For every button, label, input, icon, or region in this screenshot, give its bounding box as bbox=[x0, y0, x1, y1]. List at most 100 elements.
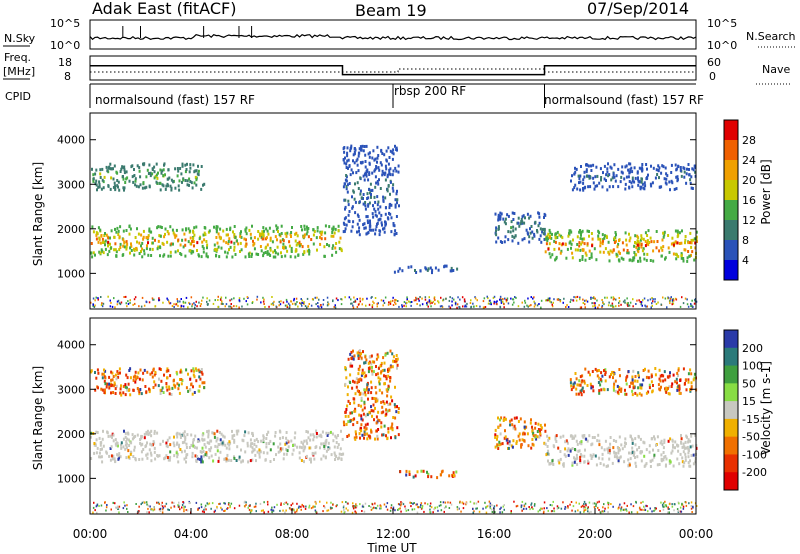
range-cell bbox=[179, 378, 181, 381]
range-cell bbox=[177, 184, 180, 188]
range-cell bbox=[367, 370, 370, 374]
noise-cell bbox=[235, 305, 238, 308]
noise-cell bbox=[451, 300, 453, 303]
noise-cell bbox=[429, 302, 432, 305]
range-cell bbox=[274, 251, 277, 255]
range-cell bbox=[383, 153, 386, 157]
noise-cell bbox=[301, 301, 303, 304]
noise-cell bbox=[651, 297, 653, 299]
range-cell bbox=[254, 453, 257, 457]
range-cell bbox=[179, 448, 182, 451]
range-cell bbox=[606, 170, 609, 174]
range-cell bbox=[506, 441, 509, 445]
range-cell bbox=[262, 438, 265, 442]
noise-cell bbox=[451, 304, 453, 307]
range-cell bbox=[251, 252, 253, 256]
noise-cell bbox=[404, 507, 407, 510]
range-cell bbox=[348, 164, 351, 168]
range-cell bbox=[434, 266, 437, 270]
range-cell bbox=[548, 436, 551, 440]
noise-cell bbox=[286, 300, 288, 303]
range-cell bbox=[676, 457, 679, 461]
range-cell bbox=[369, 219, 371, 223]
range-cell bbox=[676, 241, 679, 245]
range-cell bbox=[367, 397, 369, 401]
range-cell bbox=[547, 459, 549, 463]
range-cell bbox=[416, 470, 419, 474]
range-cell bbox=[299, 243, 302, 246]
range-cell bbox=[285, 234, 288, 238]
noise-cell bbox=[651, 304, 653, 307]
range-cell bbox=[517, 434, 520, 438]
noise-cell bbox=[199, 305, 202, 307]
range-cell bbox=[114, 460, 117, 464]
range-cell bbox=[236, 239, 238, 243]
range-cell bbox=[583, 237, 586, 241]
range-cell bbox=[638, 392, 641, 396]
range-cell bbox=[607, 464, 609, 468]
range-cell bbox=[604, 370, 607, 374]
range-cell bbox=[687, 380, 690, 384]
range-cell bbox=[141, 241, 144, 245]
range-cell bbox=[125, 177, 128, 181]
range-cell bbox=[351, 195, 353, 199]
range-cell bbox=[501, 442, 504, 446]
range-cell bbox=[233, 233, 236, 236]
range-cell bbox=[657, 164, 660, 168]
range-cell bbox=[180, 370, 183, 374]
x-tick-label: 00:00 bbox=[679, 527, 714, 541]
range-cell bbox=[497, 447, 500, 450]
noise-cell bbox=[597, 306, 599, 309]
range-cell bbox=[142, 235, 145, 239]
range-cell bbox=[639, 451, 642, 455]
range-cell bbox=[377, 376, 380, 380]
range-cell bbox=[639, 238, 642, 242]
noise-cell bbox=[107, 295, 109, 298]
range-cell bbox=[571, 251, 574, 255]
range-cell bbox=[101, 249, 104, 253]
range-cell bbox=[165, 385, 168, 389]
range-cell bbox=[387, 367, 390, 371]
range-cell bbox=[639, 383, 642, 387]
range-cell bbox=[577, 449, 580, 453]
noise-cell bbox=[179, 508, 181, 511]
range-cell bbox=[324, 224, 327, 228]
noise-cell bbox=[530, 296, 532, 299]
range-cell bbox=[495, 229, 497, 233]
range-cell bbox=[111, 371, 114, 375]
noise-cell bbox=[456, 303, 459, 306]
range-cell bbox=[324, 456, 327, 460]
range-cell bbox=[392, 359, 395, 363]
range-cell bbox=[680, 174, 683, 178]
range-cell bbox=[193, 233, 196, 237]
noise-cell bbox=[250, 509, 253, 512]
noise-cell bbox=[122, 507, 125, 510]
noise-cell bbox=[332, 503, 334, 506]
range-cell bbox=[125, 446, 128, 450]
noise-cell bbox=[432, 300, 435, 303]
range-cell bbox=[565, 256, 568, 260]
range-cell bbox=[578, 181, 580, 185]
range-cell bbox=[101, 437, 104, 441]
range-cell bbox=[215, 253, 218, 257]
noise-cell bbox=[416, 297, 418, 300]
range-cell bbox=[184, 437, 187, 441]
range-cell bbox=[181, 441, 184, 445]
noise-cell bbox=[148, 301, 151, 304]
y-tick-label: 4000 bbox=[57, 339, 85, 352]
noise-cell bbox=[143, 501, 146, 504]
range-cell bbox=[610, 178, 613, 182]
colorbar-swatch bbox=[724, 436, 738, 455]
range-cell bbox=[360, 356, 363, 360]
range-cell bbox=[208, 441, 211, 445]
range-cell bbox=[682, 464, 685, 468]
noise-cell bbox=[529, 508, 531, 511]
range-cell bbox=[536, 230, 539, 234]
range-cell bbox=[199, 377, 202, 381]
range-cell bbox=[232, 230, 234, 234]
range-cell bbox=[512, 439, 515, 443]
noise-cell bbox=[110, 508, 112, 511]
range-cell bbox=[219, 237, 222, 241]
range-cell bbox=[503, 220, 506, 224]
